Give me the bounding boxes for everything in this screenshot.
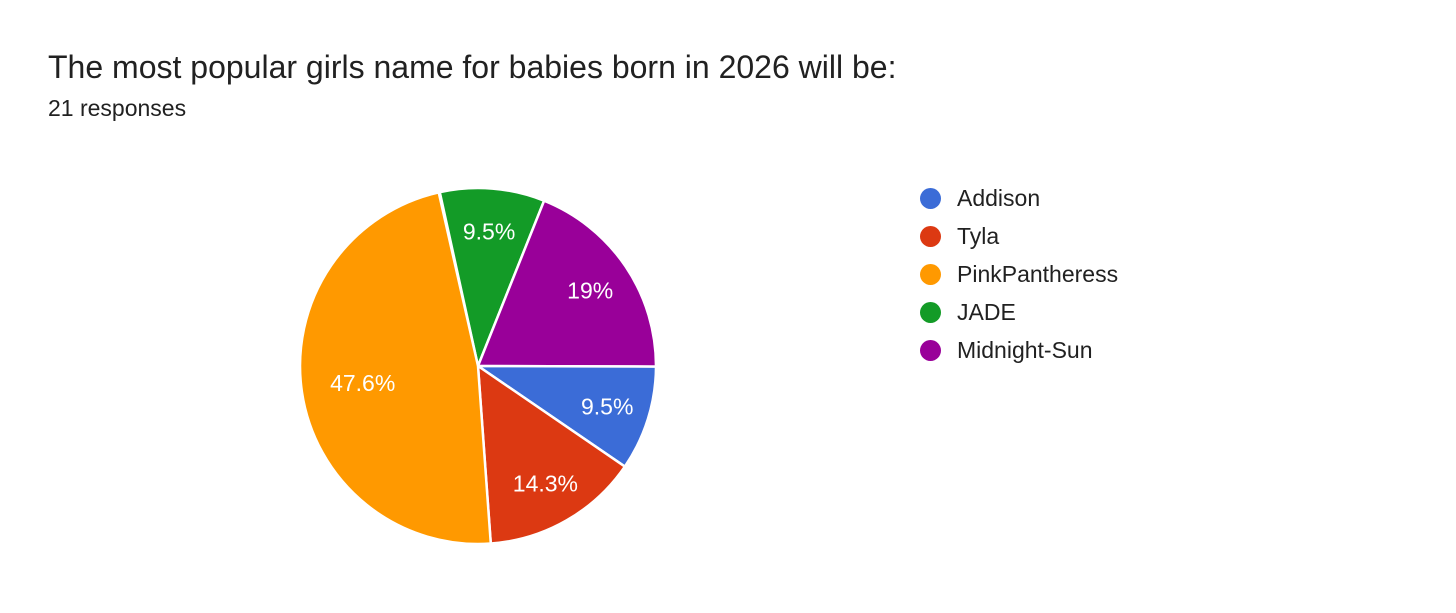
pie-slice-pinkpantheress [298, 191, 493, 546]
legend-item-pinkpantheress: PinkPantheress [920, 261, 1119, 287]
legend-label: Tyla [957, 223, 1000, 249]
pie-chart: 9.5% 19% 9.5% 14.3% 47.6% [298, 186, 658, 546]
legend-swatch-icon [920, 302, 941, 323]
chart-legend: Addison Tyla PinkPantheress JADE Midnight-Su… [920, 185, 1119, 363]
pie-label-midnight-sun: 19% [567, 277, 613, 303]
legend-swatch-icon [920, 188, 941, 209]
legend-label: Addison [957, 185, 1041, 211]
pie-slice-jade [438, 186, 546, 368]
legend-item-tyla: Tyla [920, 223, 1118, 249]
pie-label-jade: 9.5% [463, 218, 515, 244]
pie-slice-tyla [476, 364, 627, 545]
legend-label: JADE [957, 299, 1016, 325]
legend-swatch-icon [920, 264, 941, 285]
legend-item-addison: Addison [920, 185, 1118, 211]
pie-label-addison: 9.5% [581, 393, 633, 419]
question-title: The most popular girls name for babies b… [48, 49, 897, 85]
pie-label-tyla: 14.3% [513, 470, 578, 496]
pie-slice-midnight-sun [476, 199, 658, 368]
legend-swatch-icon [920, 226, 941, 247]
legend-item-jade: JADE [920, 299, 1118, 325]
legend-label: Midnight-Sun [957, 337, 1093, 363]
legend-label: PinkPantheress [957, 261, 1119, 287]
pie-label-pinkpantheress: 47.6% [330, 370, 395, 396]
legend-item-midnight-sun: Midnight-Sun [920, 337, 1118, 363]
pie-slice-addison [476, 364, 658, 468]
legend-swatch-icon [920, 340, 941, 361]
response-count: 21 responses [48, 95, 187, 121]
